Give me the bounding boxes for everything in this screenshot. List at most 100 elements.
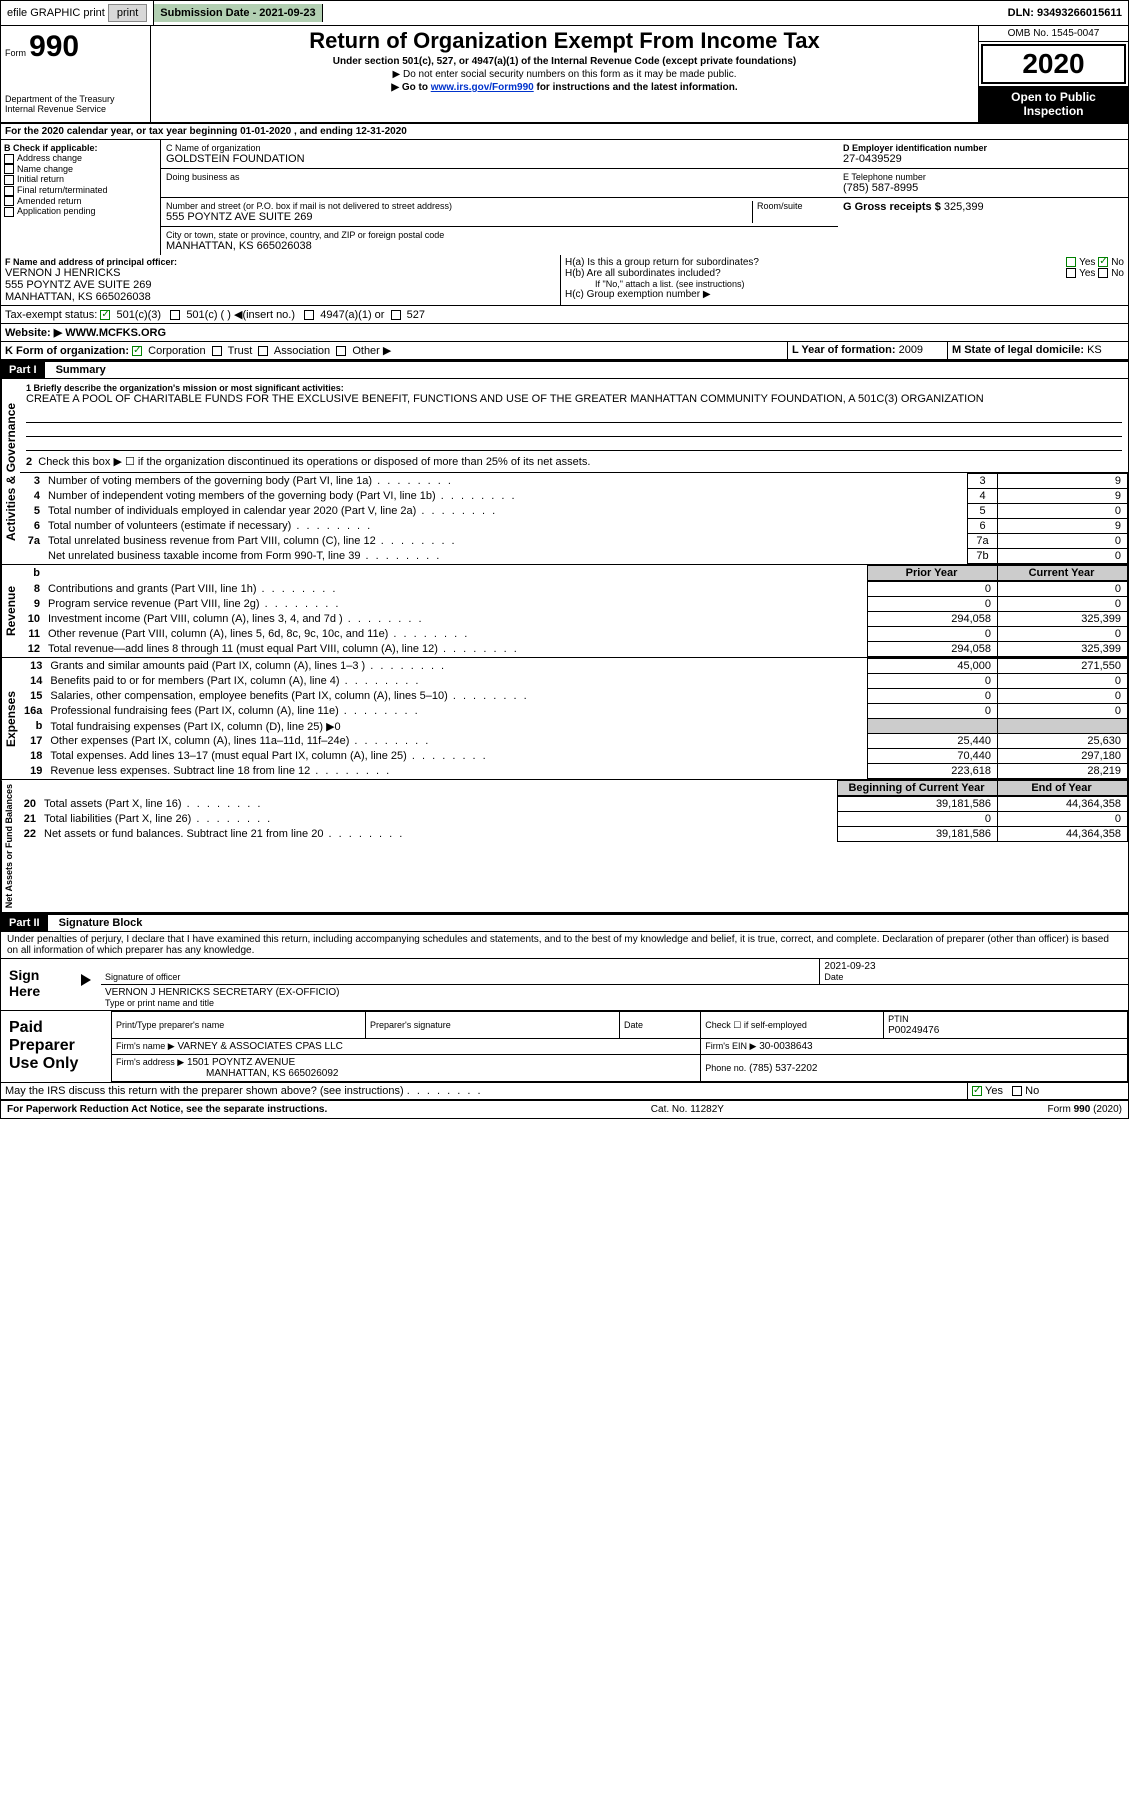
box-c: C Name of organization GOLDSTEIN FOUNDAT… (161, 140, 838, 255)
paid-preparer-block: Paid Preparer Use Only Print/Type prepar… (1, 1011, 1128, 1083)
sign-here-block: Sign Here Signature of officer 2021-09-2… (1, 958, 1128, 1011)
firm-addr2: MANHATTAN, KS 665026092 (116, 1068, 338, 1079)
sig-date: 2021-09-23 (824, 961, 1124, 972)
box-f-label: F Name and address of principal officer: (5, 257, 556, 267)
penalty-text: Under penalties of perjury, I declare th… (1, 932, 1128, 958)
chk-amended[interactable]: Amended return (4, 196, 157, 207)
open-inspection: Open to Public Inspection (979, 86, 1128, 122)
officer-name-label: Type or print name and title (105, 998, 1124, 1008)
prep-phone-label: Phone no. (705, 1063, 746, 1073)
tax-exempt-row: Tax-exempt status: 501(c)(3) 501(c) ( ) … (1, 306, 1128, 324)
discuss-no[interactable] (1012, 1086, 1022, 1096)
dba-label: Doing business as (166, 172, 833, 182)
chk-assoc[interactable] (258, 346, 268, 356)
dln-label: DLN: 93493266015611 (1002, 4, 1128, 22)
governance-label: Activities & Governance (1, 379, 20, 564)
chk-527[interactable] (391, 310, 401, 320)
ein-label: D Employer identification number (843, 143, 1123, 153)
chk-other[interactable] (336, 346, 346, 356)
h-c: H(c) Group exemption number ▶ (565, 289, 1124, 300)
revenue-header-table: b Prior Year Current Year (20, 565, 1128, 581)
begin-year-header: Beginning of Current Year (838, 781, 998, 796)
gross-label: G Gross receipts $ (843, 201, 941, 213)
dept-label: Department of the Treasury Internal Reve… (5, 94, 146, 114)
box-m-label: M State of legal domicile: (952, 344, 1084, 356)
chk-address[interactable]: Address change (4, 153, 157, 164)
chk-pending[interactable]: Application pending (4, 206, 157, 217)
expenses-block: Expenses 13Grants and similar amounts pa… (1, 658, 1128, 780)
top-bar: efile GRAPHIC print print Submission Dat… (1, 1, 1128, 26)
chk-501c[interactable] (170, 310, 180, 320)
firm-name: VARNEY & ASSOCIATES CPAS LLC (177, 1041, 342, 1052)
part2-header: Part II Signature Block (1, 913, 1128, 932)
chk-4947[interactable] (304, 310, 314, 320)
chk-initial[interactable]: Initial return (4, 174, 157, 185)
part1-name: Summary (48, 364, 106, 376)
prep-sig-label: Preparer's signature (370, 1020, 451, 1030)
omb-number: OMB No. 1545-0047 (979, 26, 1128, 42)
prep-phone: (785) 537-2202 (749, 1063, 817, 1074)
mission-label: 1 Briefly describe the organization's mi… (26, 383, 1122, 393)
footer-right: Form 990 (2020) (1048, 1104, 1122, 1115)
box-m-value: KS (1087, 344, 1102, 356)
sub3-post: for instructions and the latest informat… (534, 82, 738, 93)
chk-501c3[interactable] (100, 310, 110, 320)
expenses-label: Expenses (1, 658, 20, 779)
section-bg: B Check if applicable: Address change Na… (1, 140, 1128, 255)
firm-addr-label: Firm's address ▶ (116, 1057, 184, 1067)
header-right: OMB No. 1545-0047 2020 Open to Public In… (978, 26, 1128, 122)
irs-link[interactable]: www.irs.gov/Form990 (431, 82, 534, 93)
paid-preparer-label: Paid Preparer Use Only (1, 1011, 111, 1082)
part1-header: Part I Summary (1, 360, 1128, 379)
org-name: GOLDSTEIN FOUNDATION (166, 153, 833, 165)
gross-value: 325,399 (944, 201, 984, 213)
prep-date-label: Date (624, 1020, 643, 1030)
form-number: 990 (29, 30, 79, 63)
tax-year: 2020 (981, 44, 1126, 84)
part2-title: Part II (1, 915, 48, 931)
chk-trust[interactable] (212, 346, 222, 356)
net-header-table: Beginning of Current Year End of Year (16, 780, 1128, 796)
form-header: Form 990 Department of the Treasury Inte… (1, 26, 1128, 124)
sub3-pre: ▶ Go to (391, 82, 430, 93)
governance-block: Activities & Governance 1 Briefly descri… (1, 379, 1128, 565)
name-label: C Name of organization (166, 143, 833, 153)
subtitle-1: Under section 501(c), 527, or 4947(a)(1)… (155, 56, 974, 67)
street-value: 555 POYNTZ AVE SUITE 269 (166, 211, 748, 223)
box-l-value: 2009 (899, 344, 923, 356)
prep-print-label: Print/Type preparer's name (116, 1020, 224, 1030)
form-prefix: Form (5, 48, 26, 58)
discuss-row: May the IRS discuss this return with the… (1, 1083, 1128, 1100)
discuss-yes[interactable] (972, 1086, 982, 1096)
phone-label: E Telephone number (843, 172, 1123, 182)
page-footer: For Paperwork Reduction Act Notice, see … (1, 1100, 1128, 1118)
chk-corp[interactable] (132, 346, 142, 356)
form-990-page: efile GRAPHIC print print Submission Dat… (0, 0, 1129, 1119)
officer-name: VERNON J HENRICKS (5, 267, 556, 279)
box-b: B Check if applicable: Address change Na… (1, 140, 161, 255)
ptin-label: PTIN (888, 1014, 909, 1024)
website-label: Website: ▶ (5, 327, 62, 339)
chk-final[interactable]: Final return/terminated (4, 185, 157, 196)
h-b-note: If "No," attach a list. (see instruction… (565, 279, 1124, 289)
klm-row: K Form of organization: Corporation Trus… (1, 342, 1128, 360)
discuss-text: May the IRS discuss this return with the… (5, 1085, 404, 1097)
line-a: For the 2020 calendar year, or tax year … (1, 124, 1128, 140)
chk-name[interactable]: Name change (4, 164, 157, 175)
city-value: MANHATTAN, KS 665026038 (166, 240, 833, 252)
box-k-label: K Form of organization: (5, 345, 129, 357)
governance-table: 3Number of voting members of the governi… (20, 473, 1128, 564)
phone-value: (785) 587-8995 (843, 182, 1123, 194)
h-a: H(a) Is this a group return for subordin… (565, 257, 1124, 268)
print-button[interactable]: print (108, 4, 147, 22)
tax-exempt-label: Tax-exempt status: (5, 309, 97, 321)
firm-ein: 30-0038643 (759, 1041, 812, 1052)
sign-here-label: Sign Here (1, 959, 81, 1010)
officer-addr2: MANHATTAN, KS 665026038 (5, 291, 556, 303)
header-mid: Return of Organization Exempt From Incom… (151, 26, 978, 122)
subtitle-3: ▶ Go to www.irs.gov/Form990 for instruct… (155, 82, 974, 93)
prep-check-label: Check ☐ if self-employed (705, 1020, 807, 1030)
net-assets-label: Net Assets or Fund Balances (1, 780, 16, 912)
part1-title: Part I (1, 362, 45, 378)
line2-text: Check this box ▶ ☐ if the organization d… (38, 456, 590, 468)
